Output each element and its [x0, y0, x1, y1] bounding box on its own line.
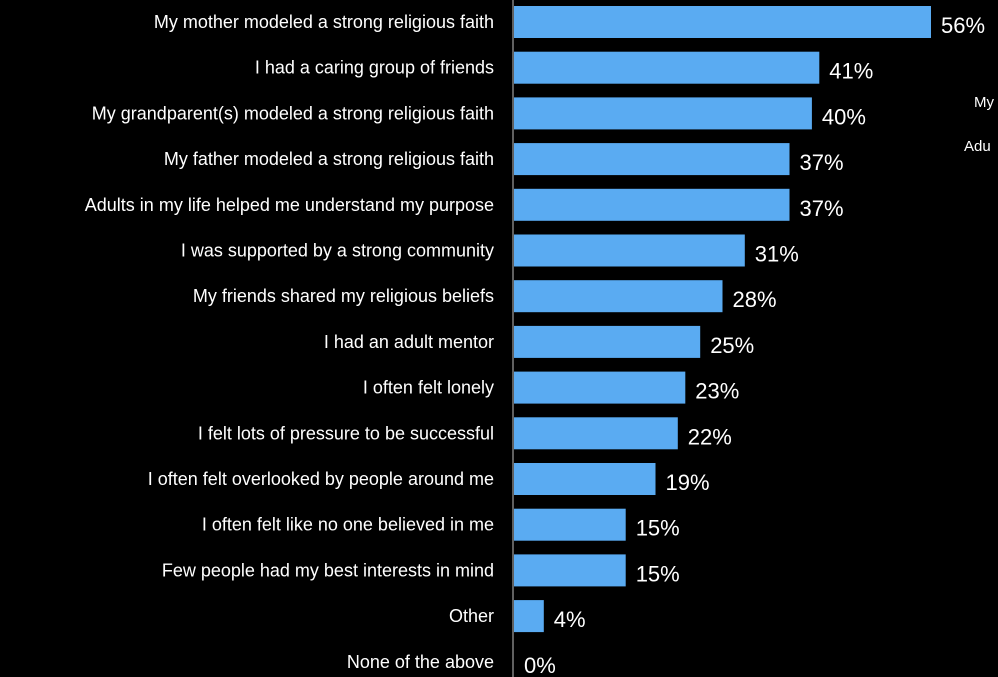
category-label-11: I often felt like no one believed in me [202, 515, 494, 535]
category-label-12: Few people had my best interests in mind [162, 560, 494, 580]
value-label-2: 40% [822, 104, 866, 129]
category-label-10: I often felt overlooked by people around… [148, 469, 494, 489]
value-label-13: 4% [554, 607, 586, 632]
category-label-13: Other [449, 606, 494, 626]
category-label-4: Adults in my life helped me understand m… [85, 195, 494, 215]
value-label-9: 22% [688, 424, 732, 449]
bar-8 [514, 371, 686, 404]
side-note-1: My [974, 94, 994, 111]
bar-11 [514, 508, 626, 541]
bar-9 [514, 417, 678, 450]
side-note-2: Adu [964, 138, 991, 155]
category-label-0: My mother modeled a strong religious fai… [154, 12, 494, 32]
bar-0 [514, 6, 931, 38]
bar-7 [514, 325, 701, 358]
bar-12 [514, 554, 626, 587]
bar-10 [514, 463, 656, 495]
category-label-7: I had an adult mentor [324, 332, 494, 352]
bar-2 [514, 97, 812, 130]
category-label-5: I was supported by a strong community [181, 241, 494, 261]
category-label-14: None of the above [347, 652, 494, 672]
bars-layer [514, 6, 931, 633]
bar-1 [514, 51, 820, 84]
bar-6 [514, 280, 723, 313]
category-label-8: I often felt lonely [363, 378, 494, 398]
bar-4 [514, 188, 790, 221]
value-label-14: 0% [524, 653, 556, 677]
category-label-3: My father modeled a strong religious fai… [164, 149, 494, 169]
value-label-4: 37% [800, 196, 844, 221]
value-label-0: 56% [941, 13, 985, 38]
value-label-3: 37% [800, 150, 844, 175]
labels-layer: My mother modeled a strong religious fai… [85, 12, 985, 677]
category-label-6: My friends shared my religious beliefs [193, 286, 494, 306]
value-label-6: 28% [733, 287, 777, 312]
category-label-9: I felt lots of pressure to be successful [198, 423, 494, 443]
value-label-5: 31% [755, 242, 799, 267]
value-label-8: 23% [695, 379, 739, 404]
bar-5 [514, 234, 745, 267]
value-label-11: 15% [636, 516, 680, 541]
category-label-2: My grandparent(s) modeled a strong relig… [92, 103, 494, 123]
bar-13 [514, 600, 544, 633]
value-label-7: 25% [710, 333, 754, 358]
value-label-12: 15% [636, 561, 680, 586]
bar-3 [514, 143, 790, 176]
value-label-1: 41% [829, 59, 873, 84]
category-label-1: I had a caring group of friends [255, 58, 494, 78]
value-label-10: 19% [666, 470, 710, 495]
